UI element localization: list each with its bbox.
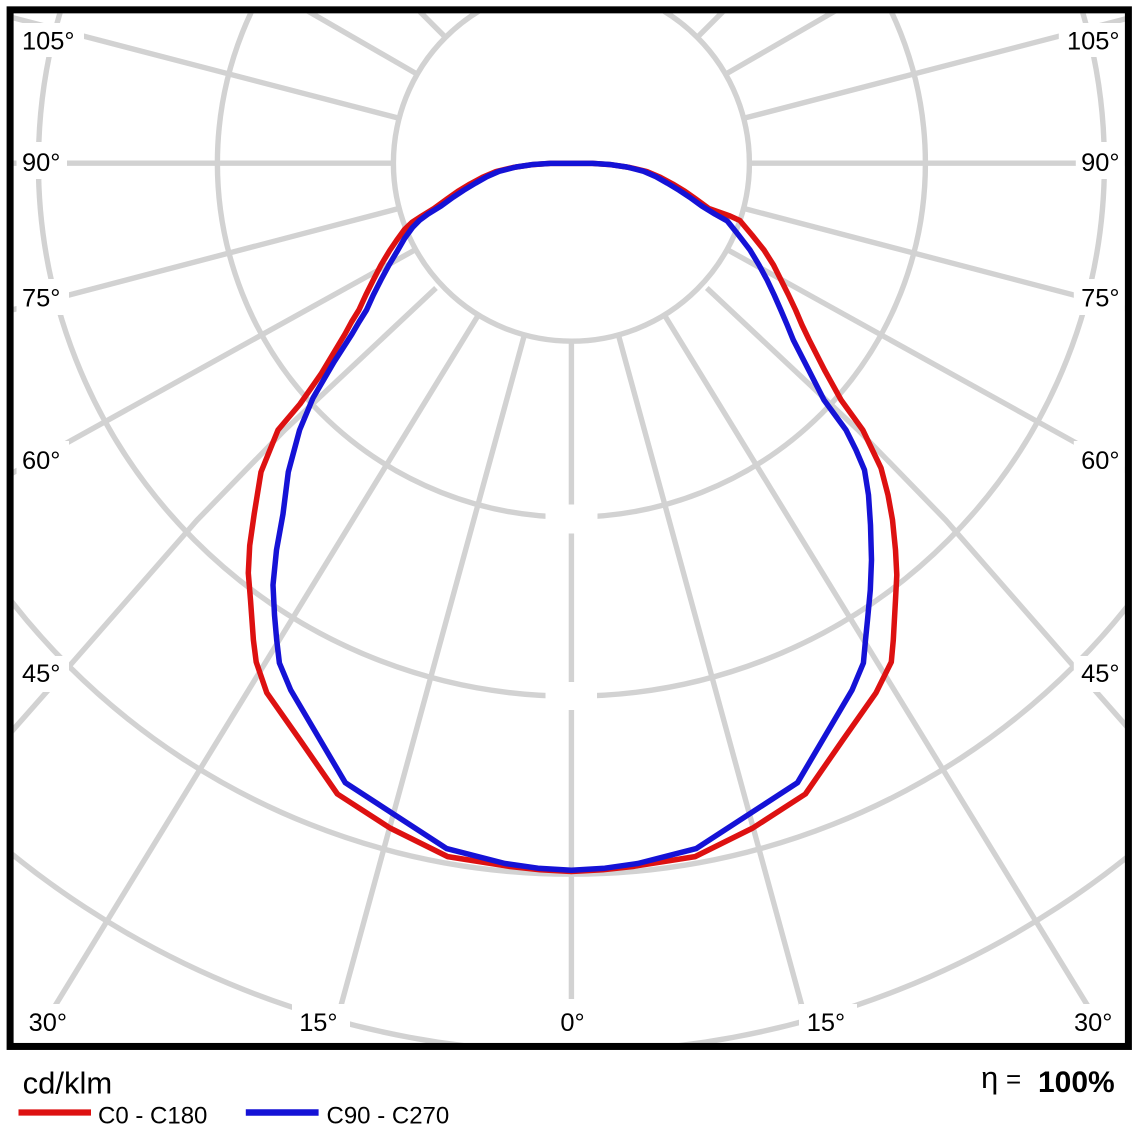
svg-text:60°: 60° <box>1081 447 1119 475</box>
svg-text:0°: 0° <box>560 1009 584 1037</box>
svg-text:45°: 45° <box>1081 660 1119 688</box>
svg-text:30°: 30° <box>1074 1009 1112 1037</box>
svg-text:90°: 90° <box>1081 149 1119 177</box>
svg-text:100%: 100% <box>1038 1066 1115 1099</box>
svg-text:60°: 60° <box>22 447 60 475</box>
svg-text:75°: 75° <box>1081 285 1119 313</box>
svg-text:90°: 90° <box>22 149 60 177</box>
svg-text:105°: 105° <box>1067 27 1120 55</box>
svg-text:=: = <box>1006 1064 1021 1094</box>
svg-text:105°: 105° <box>22 27 75 55</box>
svg-text:75°: 75° <box>22 285 60 313</box>
svg-text:30°: 30° <box>29 1009 67 1037</box>
svg-text:η: η <box>981 1060 998 1095</box>
svg-text:15°: 15° <box>807 1009 845 1037</box>
svg-text:C0 - C180: C0 - C180 <box>98 1103 207 1130</box>
svg-text:45°: 45° <box>22 660 60 688</box>
svg-text:C90 - C270: C90 - C270 <box>327 1103 450 1130</box>
svg-text:cd/klm: cd/klm <box>23 1066 113 1101</box>
svg-text:15°: 15° <box>299 1009 337 1037</box>
